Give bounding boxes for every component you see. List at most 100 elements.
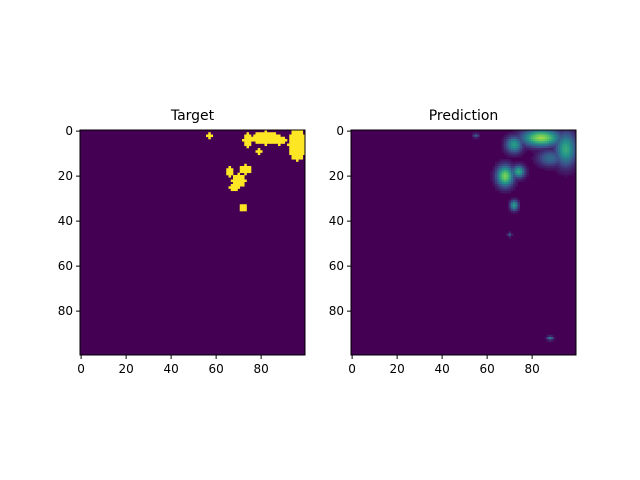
prediction-heat-cell	[506, 179, 509, 183]
target-heat-cell	[280, 139, 283, 142]
prediction-heat-cell	[499, 186, 503, 189]
prediction-heat-cell	[510, 161, 514, 165]
prediction-heat-cell	[522, 130, 525, 133]
prediction-heat-cell	[569, 132, 572, 135]
prediction-heat-cell	[573, 152, 577, 156]
prediction-heat-cell	[499, 188, 503, 192]
prediction-heat-cell	[501, 181, 505, 185]
prediction-heat-cell	[526, 175, 530, 178]
prediction-heat-cell	[546, 143, 550, 147]
prediction-heat-cell	[551, 161, 554, 165]
prediction-heat-cell	[504, 181, 507, 185]
prediction-heat-cell	[535, 145, 539, 149]
prediction-heat-cell	[533, 145, 536, 149]
target-heat-cell	[242, 170, 245, 174]
prediction-heat-cell	[569, 163, 572, 167]
prediction-heat-cell	[544, 132, 548, 135]
prediction-heat-cell	[508, 186, 512, 189]
prediction-heat-cell	[526, 141, 530, 144]
target-heat-cell	[264, 130, 268, 133]
prediction-heat-cell	[506, 141, 509, 144]
prediction-title: Prediction	[429, 108, 499, 124]
prediction-heat-cell	[497, 168, 500, 171]
prediction-heat-cell	[522, 143, 525, 147]
prediction-heat-cell	[504, 134, 507, 138]
prediction-heat-cell	[535, 152, 539, 156]
prediction-heat-cell	[508, 150, 512, 153]
prediction-heat-cell	[515, 172, 518, 176]
prediction-heat-cell	[528, 148, 532, 151]
prediction-heat-cell	[526, 170, 530, 174]
prediction-heat-cell	[508, 152, 512, 156]
prediction-heat-cell	[510, 202, 514, 205]
prediction-x-tick-label: 0	[348, 362, 356, 376]
prediction-heat-cell	[562, 150, 566, 153]
target-heat-cell	[302, 145, 306, 149]
target-heat-cell	[235, 175, 238, 178]
prediction-heat-cell	[504, 145, 507, 149]
prediction-heat-cell	[544, 130, 548, 133]
prediction-heat-cell	[555, 170, 559, 174]
prediction-heat-cell	[495, 161, 498, 165]
prediction-heat-cell	[542, 134, 545, 138]
target-heat-cell	[269, 141, 272, 144]
prediction-heat-cell	[522, 163, 525, 167]
target-heat-cell	[296, 143, 299, 147]
prediction-heat-cell	[531, 150, 534, 153]
target-heat-cell	[239, 206, 243, 210]
prediction-heat-cell	[490, 172, 494, 176]
prediction-heat-cell	[573, 154, 577, 158]
prediction-heat-cell	[551, 159, 554, 162]
target-heat-cell	[244, 172, 247, 176]
prediction-heat-cell	[504, 179, 507, 183]
prediction-heat-cell	[508, 190, 512, 194]
prediction-heat-cell	[573, 141, 577, 144]
prediction-heat-cell	[472, 132, 476, 135]
target-heat-cell	[244, 170, 247, 174]
target-heat-cell	[255, 139, 259, 142]
prediction-heat-cell	[558, 159, 561, 162]
prediction-heat-cell	[501, 163, 505, 167]
prediction-heat-cell	[553, 337, 557, 340]
prediction-heat-cell	[553, 163, 557, 167]
prediction-heat-cell	[564, 139, 568, 142]
prediction-heat-cell	[564, 132, 568, 135]
prediction-heat-cell	[571, 141, 575, 144]
prediction-heat-cell	[515, 152, 518, 156]
target-heat-cell	[271, 136, 274, 140]
prediction-heat-cell	[558, 163, 561, 167]
prediction-heat-cell	[508, 199, 512, 203]
target-heat-cell	[293, 134, 297, 138]
prediction-heat-cell	[508, 181, 512, 185]
prediction-heat-cell	[508, 202, 512, 205]
prediction-heat-cell	[497, 161, 500, 165]
prediction-heat-cell	[553, 157, 557, 160]
target-heat-cell	[293, 141, 297, 144]
target-heat-cell	[239, 177, 243, 180]
prediction-y-tick-label: 40	[329, 214, 344, 228]
target-heat-cell	[235, 184, 238, 187]
prediction-heat-cell	[551, 148, 554, 151]
prediction-heat-cell	[513, 172, 516, 176]
prediction-heat-cell	[528, 143, 532, 147]
prediction-axes-frame	[350, 129, 577, 356]
prediction-heat-cell	[517, 208, 521, 212]
prediction-heat-cell	[564, 148, 568, 151]
prediction-heat-cell	[555, 132, 559, 135]
prediction-heat-cell	[540, 143, 543, 147]
prediction-heat-cell	[560, 136, 563, 140]
prediction-heat-cell	[560, 132, 563, 135]
prediction-heat-cell	[551, 132, 554, 135]
target-heat-cell	[239, 179, 243, 183]
prediction-heat-cell	[510, 150, 514, 153]
target-heat-cell	[242, 166, 245, 169]
prediction-heat-cell	[515, 181, 518, 185]
prediction-heat-cell	[560, 145, 563, 149]
prediction-heat-cell	[513, 139, 516, 142]
prediction-heat-cell	[524, 177, 527, 180]
prediction-heat-cell	[522, 139, 525, 142]
prediction-heat-cell	[526, 136, 530, 140]
prediction-heat-cell	[497, 184, 500, 187]
prediction-heat-cell	[508, 177, 512, 180]
prediction-heat-cell	[537, 136, 541, 140]
